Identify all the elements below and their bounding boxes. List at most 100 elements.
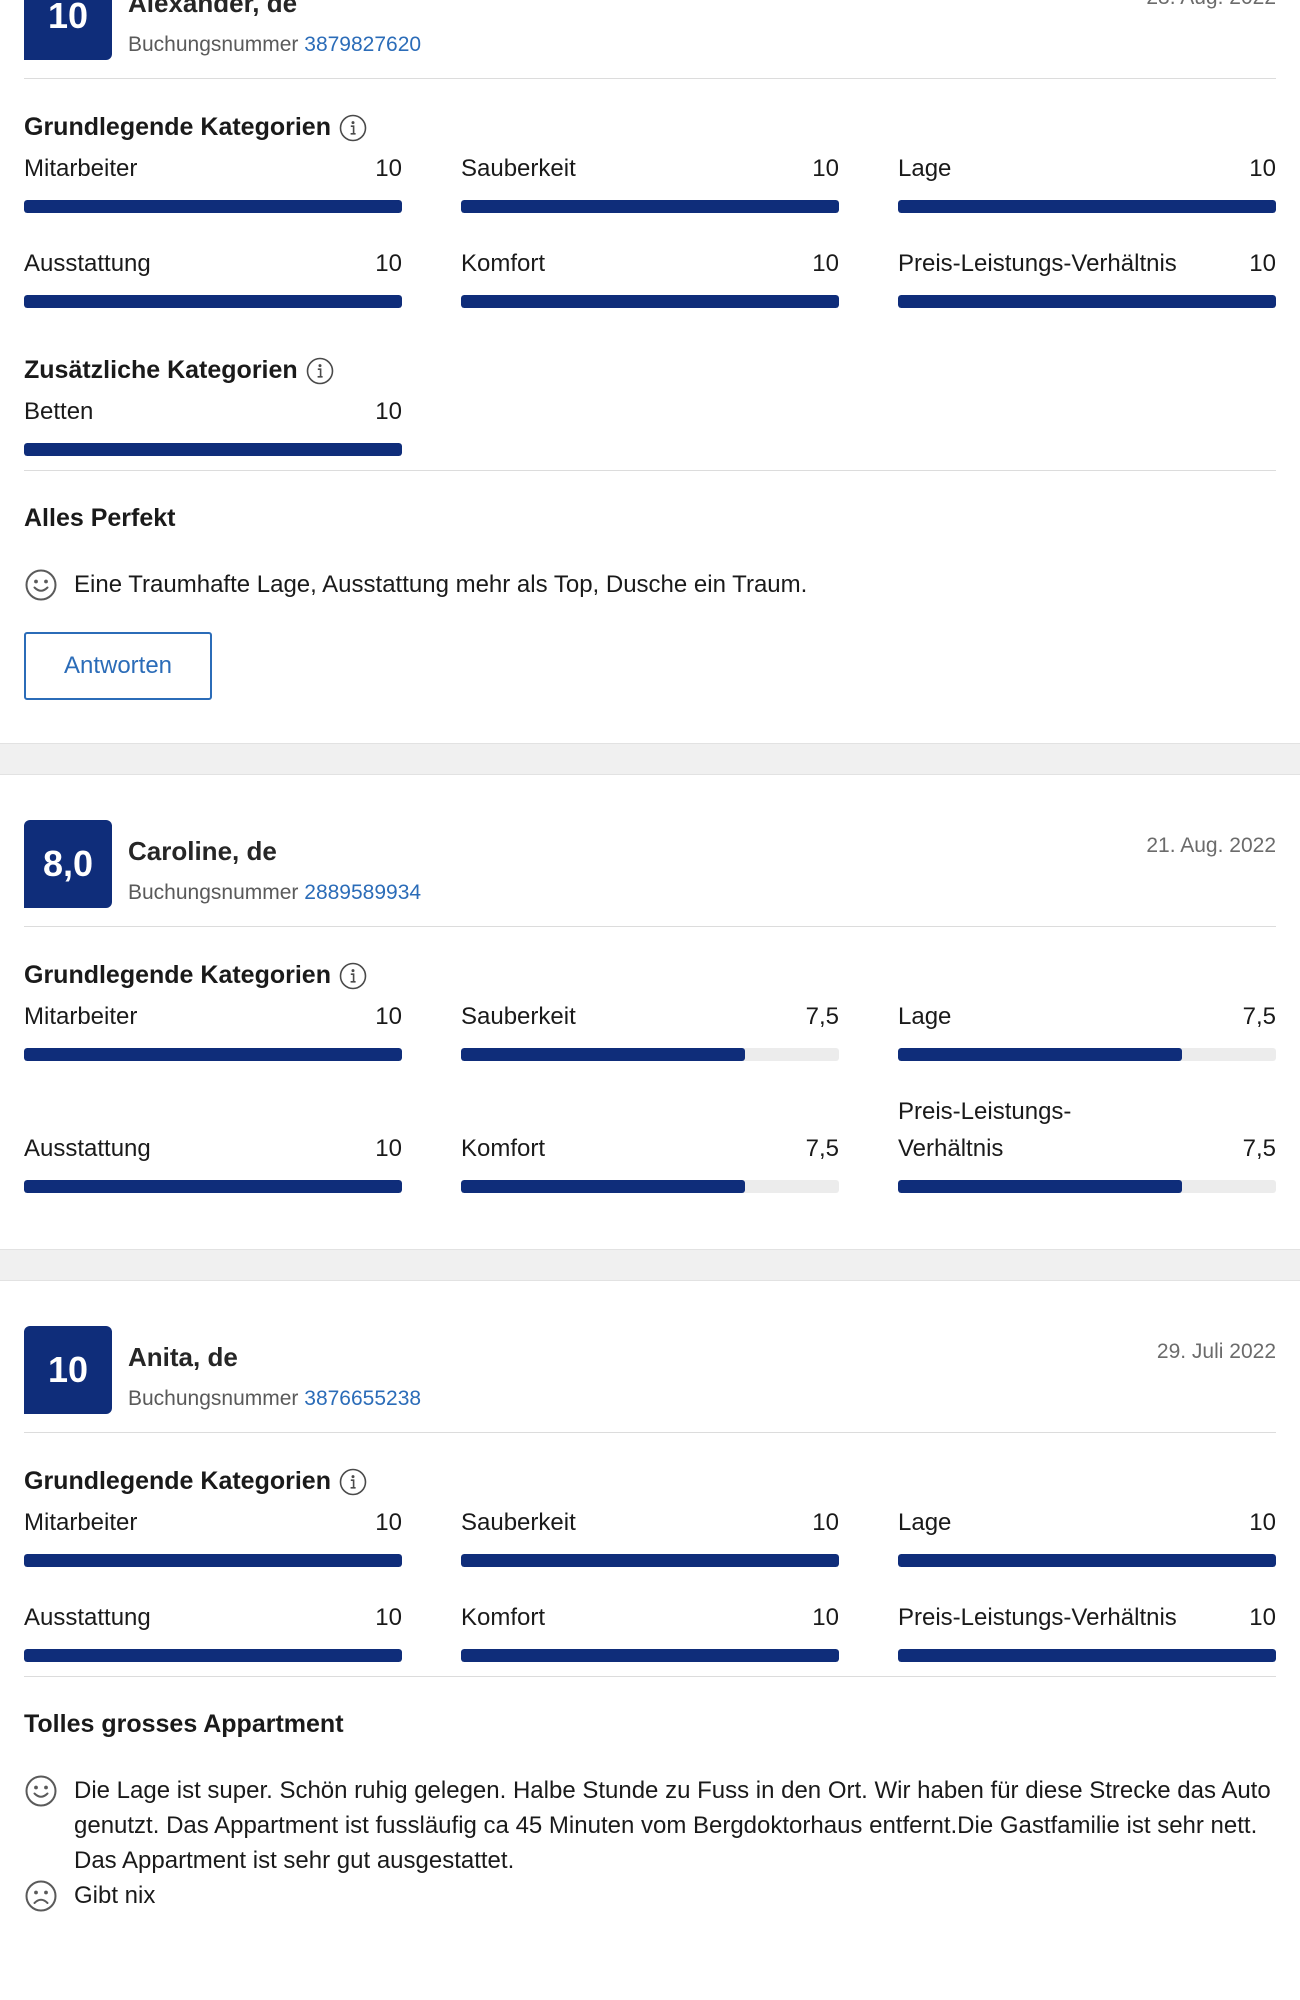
category-score: 10 <box>375 1604 402 1631</box>
booking-number-link[interactable]: 3876655238 <box>304 1387 422 1410</box>
booking-number: Buchungsnummer 3879827620 <box>128 33 421 57</box>
score-bar-fill <box>24 200 402 213</box>
info-icon[interactable] <box>306 357 334 385</box>
score-bar <box>461 1048 839 1061</box>
separator <box>24 1676 1276 1677</box>
category-grid: Mitarbeiter 10 Sauberkeit 10 Lage 10 Aussta… <box>24 1504 1276 1662</box>
score-bar <box>461 200 839 213</box>
score-bar-fill <box>461 1649 839 1662</box>
category-lage: Lage 10 <box>898 1504 1276 1567</box>
category-label: Lage <box>898 1509 952 1536</box>
score-bar-fill <box>24 1554 402 1567</box>
category-label: Mitarbeiter <box>24 1509 138 1536</box>
booking-number: Buchungsnummer 2889589934 <box>128 881 421 905</box>
score-bar-fill <box>461 295 839 308</box>
category-score: 10 <box>812 250 839 277</box>
score-bar <box>461 1649 839 1662</box>
category-score: 10 <box>1249 250 1276 277</box>
guest-name: Alexander, de <box>128 0 298 18</box>
review-card: 10 Anita, de Buchungsnummer 3876655238 2… <box>0 1281 1300 1913</box>
review-divider <box>0 743 1300 775</box>
separator <box>24 470 1276 471</box>
category-score: 10 <box>375 1003 402 1030</box>
category-label: Sauberkeit <box>461 1003 576 1030</box>
score-bar <box>24 200 402 213</box>
review-title: Tolles grosses Appartment <box>24 1710 344 1738</box>
score-bar-fill <box>898 1649 1276 1662</box>
score-bar <box>24 1554 402 1567</box>
category-score: 10 <box>812 1509 839 1536</box>
booking-number-link[interactable]: 3879827620 <box>304 33 422 56</box>
score-bar-fill <box>898 1048 1182 1061</box>
score-bar <box>24 1048 402 1061</box>
score-bar <box>898 1048 1276 1061</box>
score-bar <box>461 1554 839 1567</box>
score-bar <box>898 1554 1276 1567</box>
category-sauberkeit: Sauberkeit 10 <box>461 1504 839 1567</box>
score-bar-fill <box>461 200 839 213</box>
category-label: Komfort <box>461 1604 546 1631</box>
category-score: 10 <box>375 250 402 277</box>
score-bar-fill <box>24 443 402 456</box>
category-label: Betten <box>24 398 94 425</box>
guest-name: Anita, de <box>128 1342 238 1372</box>
category-ausstattung: Ausstattung 10 <box>24 245 402 308</box>
extra-categories-heading: Zusätzliche Kategorien <box>24 356 1276 385</box>
category-ausstattung: Ausstattung 10 <box>24 1599 402 1662</box>
smile-icon <box>24 568 58 602</box>
category-score: 10 <box>375 155 402 182</box>
category-score: 10 <box>1249 155 1276 182</box>
basic-categories-title: Grundlegende Kategorien <box>24 113 331 141</box>
info-icon[interactable] <box>339 114 367 142</box>
category-score: 10 <box>375 398 402 425</box>
score-bar-fill <box>461 1048 745 1061</box>
category-komfort: Komfort 10 <box>461 1599 839 1662</box>
score-badge: 10 <box>24 0 112 60</box>
reply-button[interactable]: Antworten <box>24 632 212 700</box>
smile-icon <box>24 1774 58 1808</box>
info-icon[interactable] <box>339 1468 367 1496</box>
score-bar-fill <box>898 1180 1182 1193</box>
review-date: 23. Aug. 2022 <box>1146 0 1276 10</box>
negative-comment: Gibt nix <box>24 1878 1276 1913</box>
category-label: Ausstattung <box>24 250 151 277</box>
category-mitarbeiter: Mitarbeiter 10 <box>24 998 402 1061</box>
category-label: Preis-Leistungs- Verhältnis <box>898 1093 1071 1167</box>
extra-category-grid: Betten 10 <box>24 393 1276 456</box>
category-sauberkeit: Sauberkeit 7,5 <box>461 998 839 1061</box>
review-title: Alles Perfekt <box>24 504 176 532</box>
review-header: 8,0 Caroline, de Buchungsnummer 28895899… <box>24 820 1276 927</box>
booking-number-link[interactable]: 2889589934 <box>304 881 422 904</box>
category-label: Mitarbeiter <box>24 155 138 182</box>
category-label: Komfort <box>461 250 546 277</box>
category-preis-leistung: Preis-Leistungs- Verhältnis 7,5 <box>898 1093 1276 1193</box>
score-bar-fill <box>24 1649 402 1662</box>
info-icon[interactable] <box>339 962 367 990</box>
score-bar-fill <box>898 200 1276 213</box>
review-divider <box>0 1249 1300 1281</box>
category-komfort: Komfort 10 <box>461 245 839 308</box>
frown-icon <box>24 1879 58 1913</box>
booking-label: Buchungsnummer <box>128 33 299 56</box>
category-score: 10 <box>1249 1509 1276 1536</box>
category-score: 10 <box>375 1135 402 1162</box>
category-mitarbeiter: Mitarbeiter 10 <box>24 1504 402 1567</box>
review-card: 10 Alexander, de Buchungsnummer 38798276… <box>0 0 1300 743</box>
category-betten: Betten 10 <box>24 393 402 456</box>
category-score: 10 <box>812 1604 839 1631</box>
category-label: Mitarbeiter <box>24 1003 138 1030</box>
score-bar-fill <box>461 1180 745 1193</box>
basic-categories-heading: Grundlegende Kategorien <box>24 1467 1276 1496</box>
booking-number: Buchungsnummer 3876655238 <box>128 1387 421 1411</box>
positive-comment: Eine Traumhafte Lage, Ausstattung mehr a… <box>24 567 1276 602</box>
category-sauberkeit: Sauberkeit 10 <box>461 150 839 213</box>
category-label: Preis-Leistungs-Verhältnis <box>898 1604 1177 1631</box>
score-badge: 10 <box>24 1326 112 1414</box>
guest-name: Caroline, de <box>128 836 277 866</box>
score-bar <box>461 1180 839 1193</box>
score-bar-fill <box>461 1554 839 1567</box>
category-score: 7,5 <box>1242 1003 1276 1030</box>
category-komfort: Komfort 7,5 <box>461 1130 839 1193</box>
basic-categories-title: Grundlegende Kategorien <box>24 961 331 989</box>
review-header: 10 Alexander, de Buchungsnummer 38798276… <box>24 0 1276 79</box>
